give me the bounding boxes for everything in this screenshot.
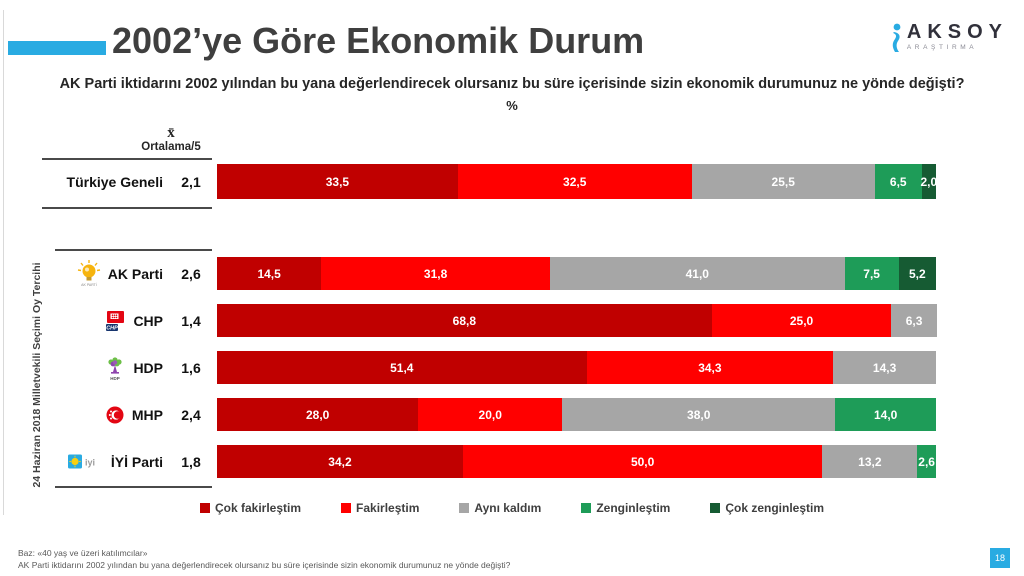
footer-notes: Baz: «40 yaş ve üzeri katılımcılar» AK P… — [18, 547, 510, 571]
legend-swatch-ok-fakirle-tim — [199, 503, 210, 513]
legend-swatch-fakirle-tim — [341, 503, 352, 513]
row-label-hdp: HDP — [133, 359, 163, 376]
row-mean-hdp: 1,6 — [181, 359, 201, 376]
bar-segment-chp-ok-fakirle-tim: 68,8 — [217, 304, 712, 337]
bar-segment-t-rkiye-geneli-fakirle-tim: 32,5 — [457, 164, 692, 199]
legend-label-zenginle-tim: Zenginleştim — [596, 501, 671, 515]
slide-edge-line — [3, 10, 4, 515]
legend-swatch-ok-zenginle-tim — [710, 503, 721, 513]
mean-label: Ortalama/5 — [141, 141, 201, 153]
legend-label-ayn-kald-m: Aynı kaldım — [474, 501, 542, 515]
row-label-mhp: MHP — [131, 406, 163, 423]
row-mean-i-yi-parti: 1,8 — [181, 453, 201, 470]
bar-segment-i-yi-parti-ok-fakirle-tim: 34,2 — [217, 445, 463, 478]
akparti-logo: AK PARTİ — [77, 260, 101, 287]
mean-symbol: x̄ — [167, 125, 175, 141]
row-label-ak-parti: AK Parti — [107, 265, 163, 282]
stacked-bar-mhp: 28,0 20,0 38,0 14,0 — [217, 398, 936, 431]
bar-segment-ak-parti-ok-fakirle-tim: 14,5 — [217, 257, 322, 290]
row-label-chp: CHP — [133, 312, 163, 329]
bar-segment-t-rkiye-geneli-zenginle-tim: 6,5 — [874, 164, 922, 199]
row-head-i-yi-parti: iyi İYİ Parti 1,8 — [40, 445, 212, 478]
legend-item-ok-fakirle-tim: Çok fakirleştim — [199, 501, 302, 515]
row-head-mhp: MHP 2,4 — [40, 398, 212, 431]
bar-segment-ak-parti-zenginle-tim: 7,5 — [844, 257, 899, 290]
legend-label-ok-zenginle-tim: Çok zenginleştim — [725, 501, 825, 515]
bar-segment-ak-parti-ok-zenginle-tim: 5,2 — [898, 257, 936, 290]
row-label-i-yi-parti: İYİ Parti — [110, 453, 163, 470]
stacked-bar-chp: 68,8 25,0 6,3 — [217, 304, 937, 337]
bar-segment-hdp-ayn-kald-m: 14,3 — [833, 351, 936, 384]
row-head-hdp: HDP HDP 1,6 — [40, 351, 212, 384]
chp-logo: CHP — [104, 309, 126, 333]
mhp-logo — [105, 405, 125, 425]
stacked-bar-i-yi-parti: 34,2 50,0 13,2 2,6 — [217, 445, 936, 478]
legend-item-ok-zenginle-tim: Çok zenginleştim — [710, 501, 824, 515]
bar-segment-i-yi-parti-zenginle-tim: 2,6 — [917, 445, 936, 478]
header-rule — [42, 158, 212, 160]
legend-item-ayn-kald-m: Aynı kaldım — [459, 501, 541, 515]
bar-segment-t-rkiye-geneli-ok-zenginle-tim: 2,0 — [920, 164, 937, 199]
stacked-bar-ak-parti: 14,5 31,8 41,0 7,5 5,2 — [217, 257, 936, 290]
aksoy-logo: AKSOY ARAŞTIRMA — [889, 22, 1008, 59]
bar-segment-i-yi-parti-ayn-kald-m: 13,2 — [822, 445, 918, 478]
aksoy-logo-text: AKSOY ARAŞTIRMA — [907, 22, 1008, 51]
bar-segment-i-yi-parti-fakirle-tim: 50,0 — [462, 445, 823, 478]
aksoy-figure-icon — [889, 22, 904, 59]
group-bottom-rule — [55, 486, 212, 488]
group-top-rule — [55, 249, 212, 251]
bar-segment-chp-fakirle-tim: 25,0 — [711, 304, 892, 337]
legend-label-ok-fakirle-tim: Çok fakirleştim — [214, 501, 302, 515]
chart-legend: Çok fakirleştim Fakirleştim Aynı kaldım Zen… — [0, 501, 1024, 515]
iyi-logo: iyi — [67, 453, 104, 470]
legend-label-fakirle-tim: Fakirleştim — [356, 501, 420, 515]
turkiye-bottom-rule — [42, 207, 212, 209]
footer-question-note: AK Parti iktidarını 2002 yılından bu yan… — [18, 560, 511, 570]
row-label-t-rkiye-geneli: Türkiye Geneli — [66, 173, 163, 190]
legend-swatch-zenginle-tim — [581, 503, 592, 513]
bar-segment-t-rkiye-geneli-ayn-kald-m: 25,5 — [691, 164, 875, 199]
unit-label: % — [506, 98, 518, 113]
legend-item-zenginle-tim: Zenginleştim — [581, 501, 670, 515]
bar-segment-ak-parti-fakirle-tim: 31,8 — [321, 257, 550, 290]
bar-segment-hdp-fakirle-tim: 34,3 — [586, 351, 834, 384]
row-mean-t-rkiye-geneli: 2,1 — [181, 173, 201, 190]
stacked-bar-hdp: 51,4 34,3 14,3 — [217, 351, 936, 384]
bar-segment-ak-parti-ayn-kald-m: 41,0 — [549, 257, 845, 290]
bar-segment-mhp-ayn-kald-m: 38,0 — [562, 398, 836, 431]
row-mean-ak-parti: 2,6 — [181, 265, 201, 282]
row-head-t-rkiye-geneli: Türkiye Geneli 2,1 — [40, 164, 212, 199]
logo-name: AKSOY — [906, 21, 1008, 43]
hdp-logo: HDP — [104, 355, 126, 381]
legend-swatch-ayn-kald-m — [459, 503, 470, 513]
logo-tagline: ARAŞTIRMA — [906, 44, 978, 51]
title-accent-bar — [8, 41, 106, 55]
svg-text:CHP: CHP — [107, 325, 119, 331]
bar-segment-hdp-ok-fakirle-tim: 51,4 — [217, 351, 587, 384]
svg-text:AK PARTİ: AK PARTİ — [81, 282, 97, 287]
row-mean-chp: 1,4 — [181, 312, 201, 329]
row-mean-mhp: 2,4 — [181, 406, 201, 423]
svg-text:iyi: iyi — [85, 458, 95, 468]
stacked-bar-t-rkiye-geneli: 33,5 32,5 25,5 6,5 2,0 — [217, 164, 937, 199]
bar-segment-t-rkiye-geneli-ok-fakirle-tim: 33,5 — [217, 164, 458, 199]
row-head-ak-parti: AK PARTİ AK Parti 2,6 — [40, 257, 212, 290]
bar-segment-mhp-zenginle-tim: 14,0 — [835, 398, 936, 431]
chart-question: AK Parti iktidarını 2002 yılından bu yan… — [59, 76, 965, 92]
page-title: 2002’ye Göre Ekonomik Durum — [112, 20, 645, 61]
bar-segment-mhp-fakirle-tim: 20,0 — [418, 398, 563, 431]
page-number-badge: 18 — [990, 548, 1010, 568]
bar-segment-mhp-ok-fakirle-tim: 28,0 — [217, 398, 419, 431]
legend-item-fakirle-tim: Fakirleştim — [341, 501, 419, 515]
row-head-chp: CHP CHP 1,4 — [40, 304, 212, 337]
bar-segment-chp-ayn-kald-m: 6,3 — [891, 304, 937, 337]
mean-column-header: x̄ Ortalama/5 — [130, 125, 212, 154]
svg-text:HDP: HDP — [111, 376, 121, 381]
footer-base-note: Baz: «40 yaş ve üzeri katılımcılar» — [18, 548, 148, 558]
